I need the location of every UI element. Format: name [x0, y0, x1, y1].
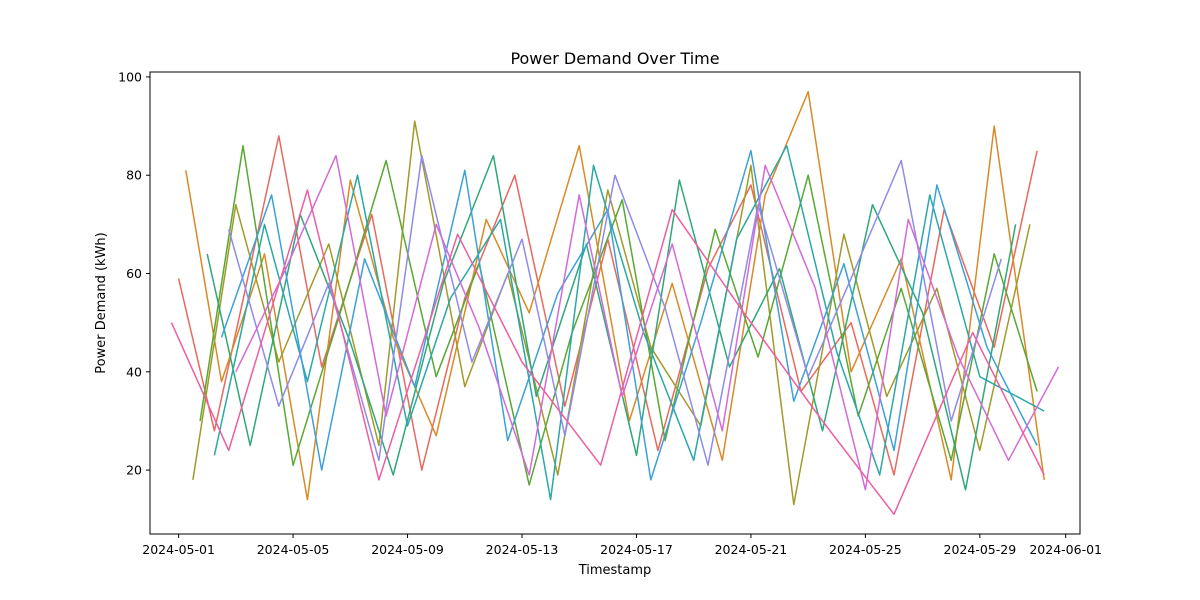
- y-tick-label: 80: [126, 168, 142, 183]
- x-tick-label: 2024-05-25: [829, 542, 902, 557]
- series-line-7: [220, 149, 1038, 481]
- chart-title: Power Demand Over Time: [510, 49, 719, 68]
- x-tick-label: 2024-05-21: [715, 542, 788, 557]
- y-tick-label: 20: [126, 463, 142, 478]
- y-tick-label: 100: [118, 69, 142, 84]
- y-tick-label: 40: [126, 364, 142, 379]
- x-tick-label: 2024-05-29: [944, 542, 1017, 557]
- x-tick-label: 2024-05-17: [600, 542, 673, 557]
- series-line-4: [199, 144, 1038, 486]
- series-line-8: [227, 154, 1003, 466]
- plot-frame: [149, 71, 1081, 535]
- y-axis: 20 40 60 80 100: [118, 69, 150, 478]
- x-tick-label: 2024-05-13: [486, 542, 559, 557]
- series-lines: [170, 90, 1060, 516]
- x-axis-label: Timestamp: [578, 563, 652, 578]
- series-line-10: [170, 189, 1045, 516]
- series-line-3: [192, 120, 1031, 506]
- x-tick-label: 2024-05-09: [371, 542, 444, 557]
- y-axis-label: Power Demand (kWh): [94, 232, 109, 373]
- series-line-2: [185, 90, 1045, 501]
- x-tick-label: 2024-06-01: [1029, 542, 1102, 557]
- x-tick-label: 2024-05-01: [142, 542, 215, 557]
- y-tick-label: 60: [126, 266, 142, 281]
- series-line-9: [235, 154, 1060, 491]
- x-axis: 2024-05-01 2024-05-05 2024-05-09 2024-05-13…: [142, 534, 1102, 557]
- x-tick-label: 2024-05-05: [257, 542, 330, 557]
- series-line-5: [206, 154, 1017, 491]
